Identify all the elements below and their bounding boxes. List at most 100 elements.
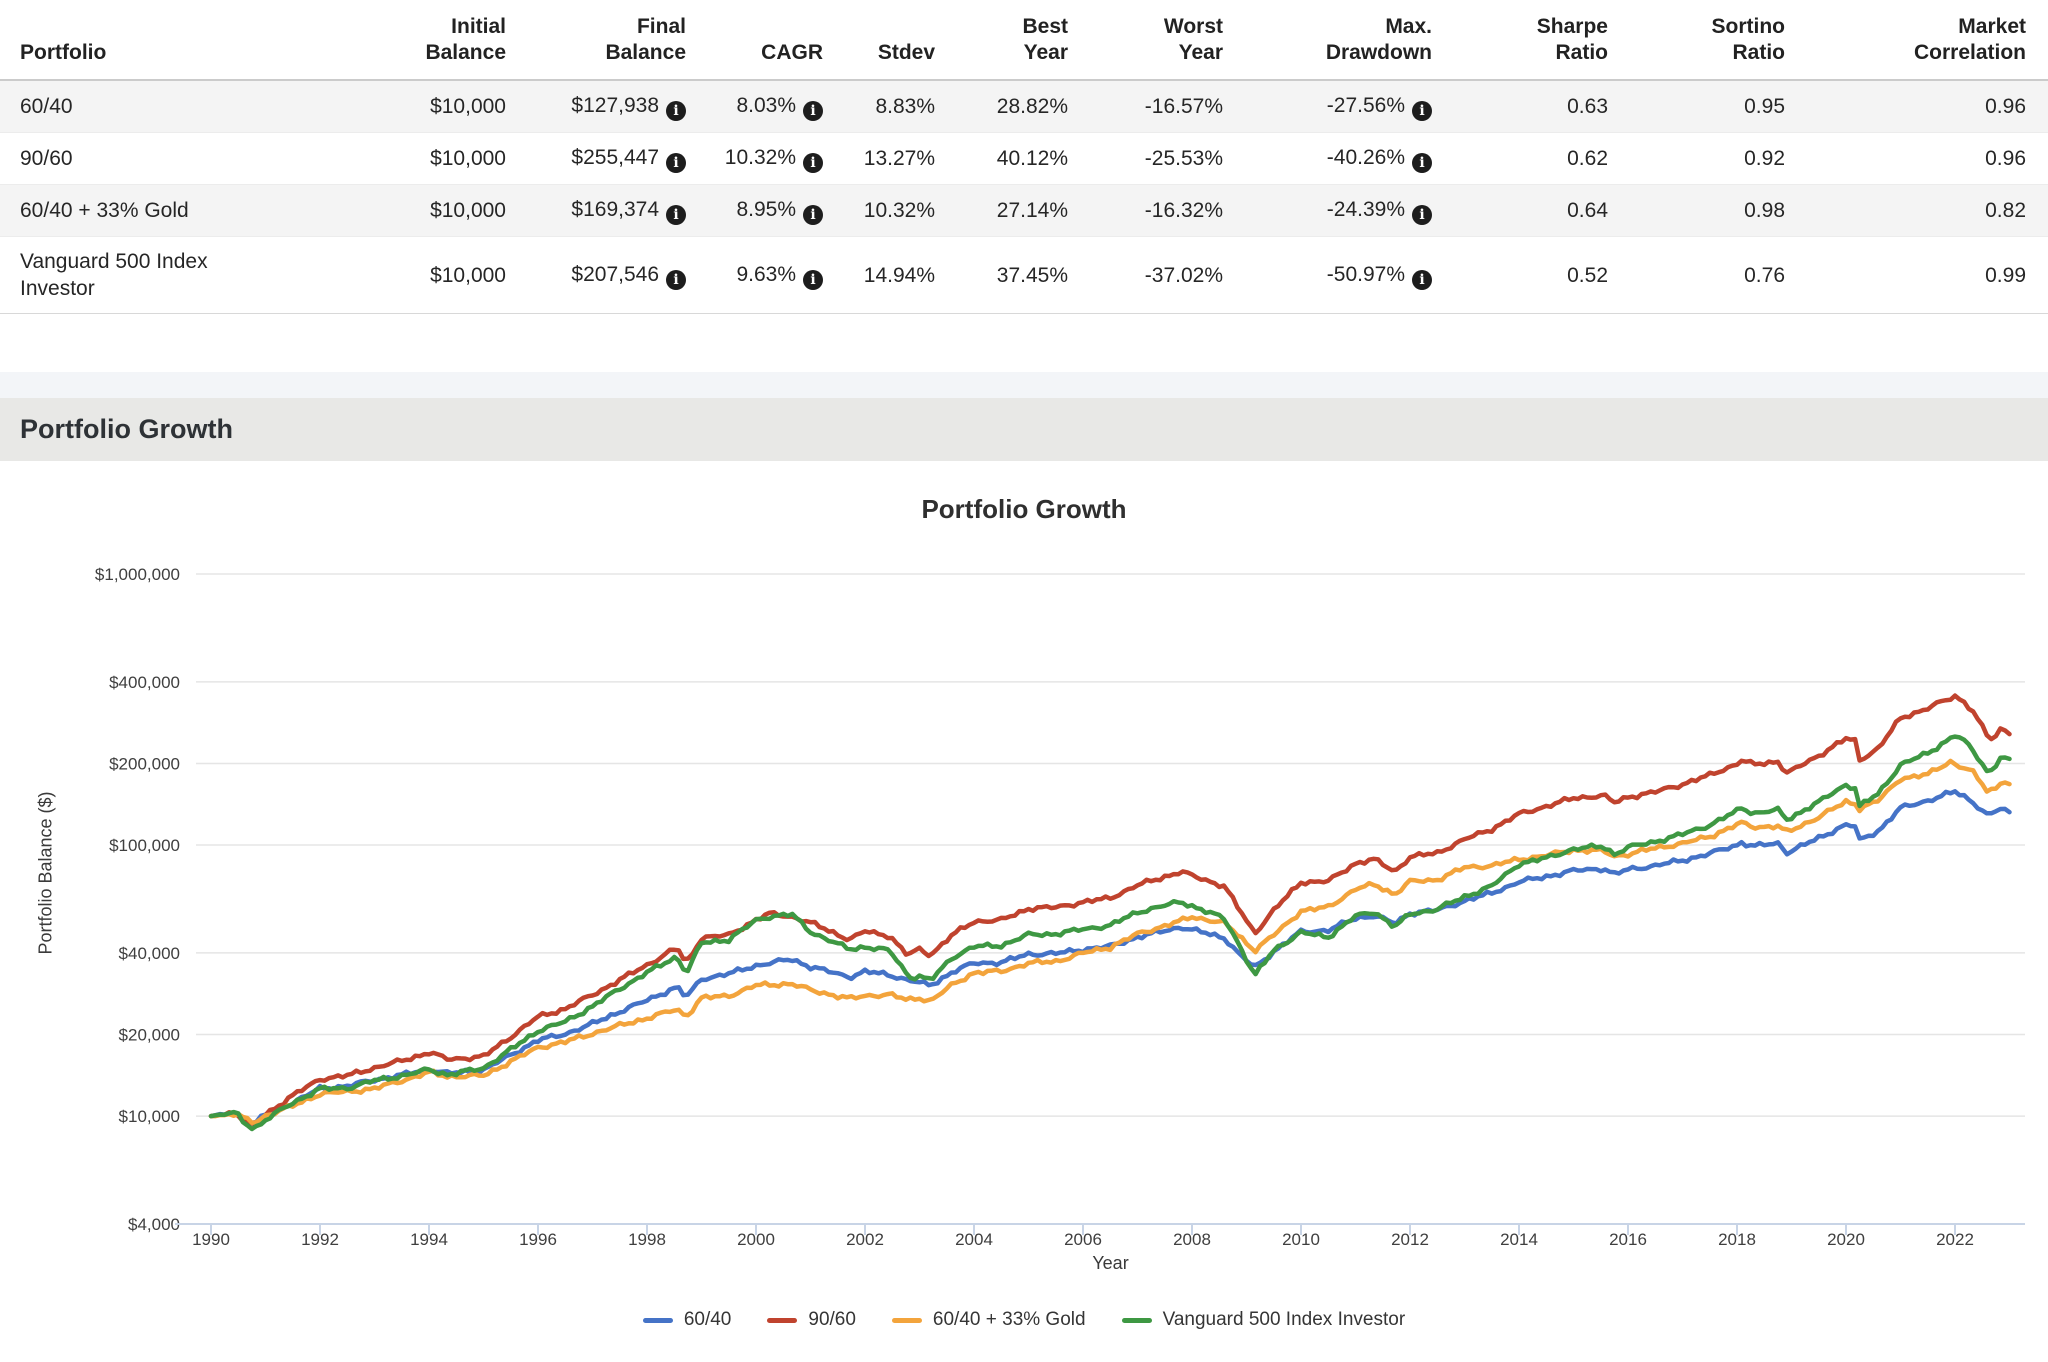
legend-label: 60/40: [683, 1309, 732, 1330]
svg-text:1998: 1998: [628, 1230, 666, 1249]
svg-text:$4,000: $4,000: [128, 1215, 180, 1234]
svg-text:2018: 2018: [1718, 1230, 1756, 1249]
series-color-swatch: [891, 1317, 922, 1323]
cagr-cell: 9.63% i: [686, 237, 823, 314]
best-year-cell: 40.12%: [996, 147, 1068, 170]
info-icon[interactable]: i: [803, 205, 823, 225]
correlation-cell: 0.96: [1985, 147, 2026, 170]
info-icon[interactable]: i: [803, 101, 823, 121]
col-header-sortino-ratio: Sortino Ratio: [1608, 0, 1785, 81]
chart-legend: 60/40 90/60 60/40 + 33% Gold Vanguard 50…: [0, 1309, 2048, 1331]
best-year-cell: 37.45%: [996, 263, 1068, 287]
legend-label: Vanguard 500 Index Investor: [1162, 1309, 1406, 1330]
svg-text:2000: 2000: [737, 1230, 775, 1249]
info-icon[interactable]: i: [666, 205, 686, 225]
legend-label: 60/40 + 33% Gold: [932, 1309, 1086, 1330]
table-row: 60/40 + 33% Gold $10,000 $169,374 i 8.95%…: [0, 184, 2048, 237]
section-title: Portfolio Growth: [20, 414, 233, 444]
cagr-cell: 8.03% i: [686, 80, 823, 133]
svg-text:$10,000: $10,000: [119, 1107, 180, 1126]
svg-text:2014: 2014: [1500, 1230, 1538, 1249]
portfolio-growth-chart: Portfolio Growth $1,000,000 $400,000 $200,…: [0, 461, 2048, 1362]
col-header-portfolio: Portfolio: [0, 0, 380, 81]
table-row: 90/60 $10,000 $255,447 i 10.32% i 13.27% 4…: [0, 133, 2048, 185]
chart-title: Portfolio Growth: [921, 494, 1127, 524]
info-icon[interactable]: i: [666, 269, 686, 290]
final-balance-cell: $255,447 i: [506, 133, 686, 185]
svg-text:1996: 1996: [519, 1230, 557, 1249]
sortino-cell: 0.98: [1744, 199, 1785, 222]
col-header-stdev: Stdev: [823, 0, 935, 81]
info-icon[interactable]: i: [1412, 153, 1432, 173]
info-icon[interactable]: i: [666, 101, 686, 121]
info-icon[interactable]: i: [666, 153, 686, 173]
growth-chart-svg[interactable]: $1,000,000 $400,000 $200,000 $100,000 $40,00…: [0, 481, 2048, 1271]
col-header-sharpe-ratio: Sharpe Ratio: [1432, 0, 1608, 81]
legend-label: 90/60: [808, 1309, 856, 1330]
info-icon[interactable]: i: [1412, 205, 1432, 225]
svg-text:$100,000: $100,000: [109, 836, 180, 855]
col-header-final-balance: Final Balance: [506, 0, 686, 81]
legend-item: 60/40 + 33% Gold: [891, 1309, 1086, 1331]
svg-text:2004: 2004: [955, 1230, 993, 1249]
series-color-swatch: [1121, 1317, 1152, 1323]
sortino-cell: 0.95: [1744, 95, 1785, 118]
stdev-cell: 14.94%: [863, 263, 935, 287]
info-icon[interactable]: i: [803, 269, 823, 290]
svg-text:1992: 1992: [301, 1230, 339, 1249]
series-color-swatch: [642, 1317, 673, 1323]
info-icon[interactable]: i: [1412, 101, 1432, 121]
final-balance-cell: $127,938 i: [506, 80, 686, 133]
svg-text:2020: 2020: [1827, 1230, 1865, 1249]
info-icon[interactable]: i: [1412, 269, 1432, 290]
final-balance-cell: $207,546 i: [506, 237, 686, 314]
max-drawdown-cell: -50.97% i: [1223, 237, 1432, 314]
portfolio-name: Vanguard 500 Index Investor: [20, 250, 208, 300]
svg-text:$1,000,000: $1,000,000: [95, 565, 180, 584]
cagr-cell: 8.95% i: [686, 185, 823, 237]
legend-item: Vanguard 500 Index Investor: [1121, 1309, 1406, 1331]
sharpe-cell: 0.63: [1567, 95, 1608, 118]
worst-year-cell: -25.53%: [1144, 147, 1223, 170]
sortino-cell: 0.92: [1744, 147, 1785, 170]
svg-text:2002: 2002: [846, 1230, 884, 1249]
cagr-cell: 10.32% i: [686, 133, 823, 185]
initial-balance-cell: $10,000: [430, 95, 506, 118]
svg-text:2022: 2022: [1936, 1230, 1974, 1249]
max-drawdown-cell: -24.39% i: [1223, 185, 1432, 237]
y-axis-title: Portfolio Balance ($): [35, 791, 56, 955]
table-header-row: Portfolio Initial Balance Final Balance CA…: [0, 0, 2048, 81]
initial-balance-cell: $10,000: [430, 263, 506, 287]
worst-year-cell: -37.02%: [1144, 263, 1223, 287]
correlation-cell: 0.82: [1985, 199, 2026, 222]
col-header-initial-balance: Initial Balance: [380, 0, 506, 81]
stdev-cell: 10.32%: [863, 199, 935, 222]
portfolio-name: 60/40: [20, 95, 73, 118]
legend-item: 90/60: [767, 1309, 856, 1331]
portfolio-name: 90/60: [20, 147, 73, 170]
correlation-cell: 0.96: [1985, 95, 2026, 118]
portfolio-name: 60/40 + 33% Gold: [20, 199, 189, 222]
initial-balance-cell: $10,000: [430, 147, 506, 170]
info-icon[interactable]: i: [803, 153, 823, 173]
worst-year-cell: -16.32%: [1144, 199, 1223, 222]
table-row: Vanguard 500 Index Investor $10,000 $207…: [0, 237, 2048, 314]
final-balance-cell: $169,374 i: [506, 185, 686, 237]
worst-year-cell: -16.57%: [1144, 95, 1223, 118]
max-drawdown-cell: -40.26% i: [1223, 133, 1432, 185]
sharpe-cell: 0.62: [1567, 147, 1608, 170]
sortino-cell: 0.76: [1744, 263, 1785, 287]
svg-text:$40,000: $40,000: [119, 944, 180, 963]
svg-text:1994: 1994: [410, 1230, 448, 1249]
max-drawdown-cell: -27.56% i: [1223, 80, 1432, 133]
section-header-portfolio-growth: Portfolio Growth: [0, 398, 2048, 461]
legend-item: 60/40: [642, 1309, 732, 1331]
col-header-max-drawdown: Max. Drawdown: [1223, 0, 1432, 81]
portfolio-metrics-table: Portfolio Initial Balance Final Balance CA…: [0, 0, 2048, 314]
col-header-worst-year: Worst Year: [1068, 0, 1223, 81]
col-header-best-year: Best Year: [935, 0, 1068, 81]
section-divider: [0, 372, 2048, 398]
table-row: 60/40 $10,000 $127,938 i 8.03% i 8.83% 28.…: [0, 80, 2048, 133]
x-axis-title: Year: [1092, 1253, 1129, 1273]
svg-text:2016: 2016: [1609, 1230, 1647, 1249]
